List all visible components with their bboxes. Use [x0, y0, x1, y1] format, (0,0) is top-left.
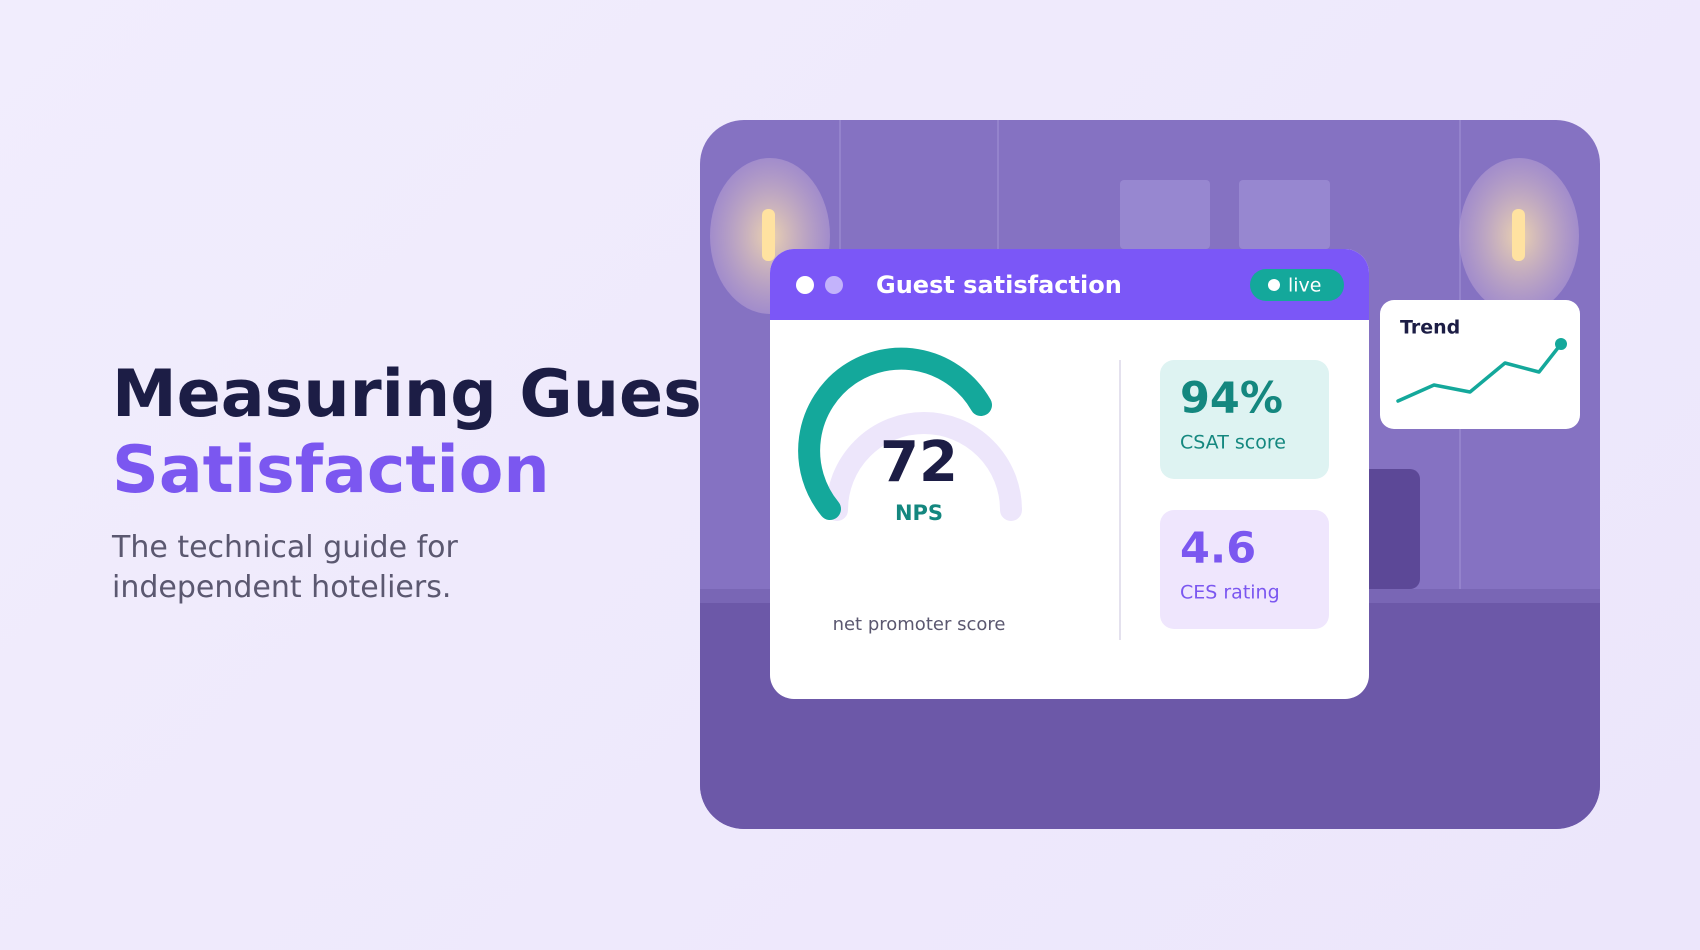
gauge-label: NPS	[895, 501, 943, 525]
trend-dot	[1555, 338, 1567, 350]
window-dot	[796, 276, 814, 294]
live-badge	[1250, 269, 1344, 301]
lamp	[1512, 209, 1525, 261]
frame	[1120, 180, 1210, 249]
card-title: Guest satisfaction	[876, 271, 1122, 299]
stat-value: 94%	[1180, 374, 1283, 424]
stat-box	[1160, 360, 1329, 479]
gauge-track	[826, 412, 1022, 521]
trend-card: Trend	[1380, 300, 1580, 429]
card-header	[770, 249, 1369, 320]
dashboard-card: Guest satisfaction live 72 NPS net promo…	[770, 249, 1369, 699]
trend-title: Trend	[1400, 317, 1460, 339]
illustration	[700, 120, 1600, 829]
stat-box	[1160, 510, 1329, 629]
subtitle: The technical guide for independent hote…	[112, 530, 458, 605]
title-line: Satisfaction	[112, 433, 550, 508]
live-dot	[1268, 279, 1280, 291]
badge-text: live	[1288, 275, 1322, 297]
lamp	[762, 209, 775, 261]
stat-value: 4.6	[1180, 524, 1256, 574]
trend-line	[1396, 342, 1563, 403]
stat-label: CES rating	[1180, 582, 1280, 604]
gauge-caption: net promoter score	[833, 614, 1006, 635]
trend-bg	[1380, 300, 1580, 429]
stat-label: CSAT score	[1180, 432, 1286, 454]
title-line: Measuring Guest	[112, 357, 733, 432]
gauge-arc	[798, 347, 992, 520]
frame	[1239, 180, 1330, 249]
window-dot	[825, 276, 843, 294]
gauge-value: 72	[880, 430, 958, 495]
